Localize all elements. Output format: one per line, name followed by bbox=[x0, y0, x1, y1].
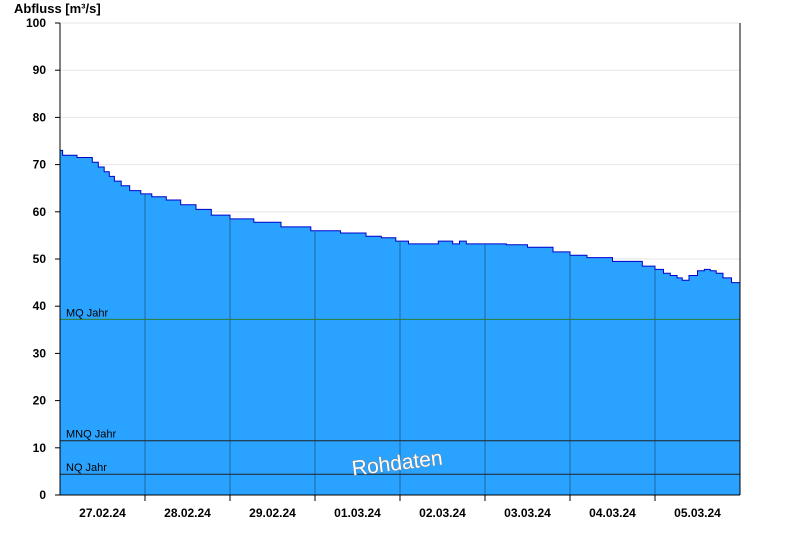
reference-label-1: MNQ Jahr bbox=[66, 429, 116, 441]
x-tick-label-4: 02.03.24 bbox=[419, 506, 466, 520]
y-tick-label-0: 0 bbox=[39, 488, 46, 502]
reference-lines: MQ Jahr MNQ Jahr NQ Jahr bbox=[60, 307, 740, 475]
y-tick-label-60: 60 bbox=[33, 205, 47, 219]
y-tick-label-90: 90 bbox=[33, 63, 47, 77]
x-tick-label-5: 03.03.24 bbox=[504, 506, 551, 520]
discharge-line bbox=[60, 149, 740, 284]
reference-label-0: MQ Jahr bbox=[66, 307, 109, 319]
y-tick-label-20: 20 bbox=[33, 394, 47, 408]
x-tick-label-2: 29.02.24 bbox=[249, 506, 296, 520]
y-axis-label: Abfluss [m³/s] bbox=[14, 1, 101, 16]
x-tick-label-3: 01.03.24 bbox=[334, 506, 381, 520]
y-tick-label-100: 100 bbox=[26, 16, 46, 30]
y-tick-label-70: 70 bbox=[33, 158, 47, 172]
x-tick-labels: 27.02.24 28.02.24 29.02.24 01.03.24 02.03.24… bbox=[79, 506, 721, 520]
day-separator-lines bbox=[144, 193, 656, 501]
reference-label-2: NQ Jahr bbox=[66, 462, 107, 474]
y-tick-label-30: 30 bbox=[33, 346, 47, 360]
y-tick-labels: 0 10 20 30 40 50 60 70 80 90 100 bbox=[26, 16, 60, 502]
x-tick-label-6: 04.03.24 bbox=[589, 506, 636, 520]
y-tick-label-50: 50 bbox=[33, 252, 47, 266]
x-tick-label-7: 05.03.24 bbox=[674, 506, 721, 520]
x-tick-label-1: 28.02.24 bbox=[164, 506, 211, 520]
y-tick-label-10: 10 bbox=[33, 441, 47, 455]
y-tick-label-80: 80 bbox=[33, 110, 47, 124]
x-tick-label-0: 27.02.24 bbox=[79, 506, 126, 520]
y-tick-label-40: 40 bbox=[33, 299, 47, 313]
